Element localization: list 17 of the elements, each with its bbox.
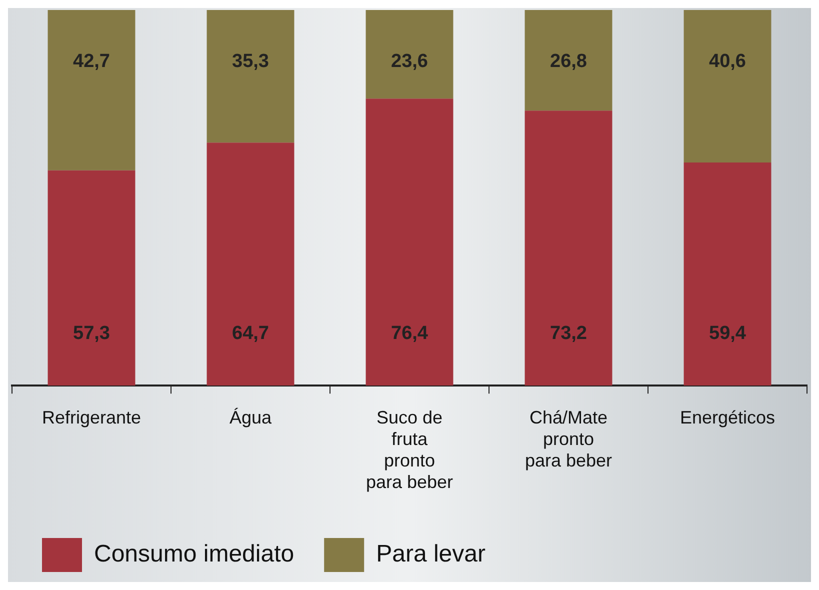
legend-label: Para levar bbox=[376, 540, 486, 568]
data-label: 57,3 bbox=[73, 322, 110, 344]
data-label: 76,4 bbox=[391, 322, 428, 344]
legend-label: Consumo imediato bbox=[94, 540, 294, 568]
data-label: 73,2 bbox=[550, 322, 587, 344]
x-tick-label: Água bbox=[229, 407, 273, 428]
data-label: 35,3 bbox=[232, 51, 269, 72]
data-label: 64,7 bbox=[232, 322, 269, 344]
data-label: 23,6 bbox=[391, 51, 428, 72]
data-label: 40,6 bbox=[709, 51, 746, 72]
x-tick-label: Chá/Mate pronto para beber bbox=[524, 407, 612, 471]
x-tick-label: Energéticos bbox=[680, 407, 776, 428]
x-tick-label: Suco de fruta pronto para beber bbox=[366, 407, 454, 492]
data-label: 42,7 bbox=[73, 51, 110, 72]
data-label: 59,4 bbox=[709, 322, 746, 344]
data-label: 26,8 bbox=[550, 51, 587, 72]
x-tick-label: Refrigerante bbox=[42, 407, 142, 428]
